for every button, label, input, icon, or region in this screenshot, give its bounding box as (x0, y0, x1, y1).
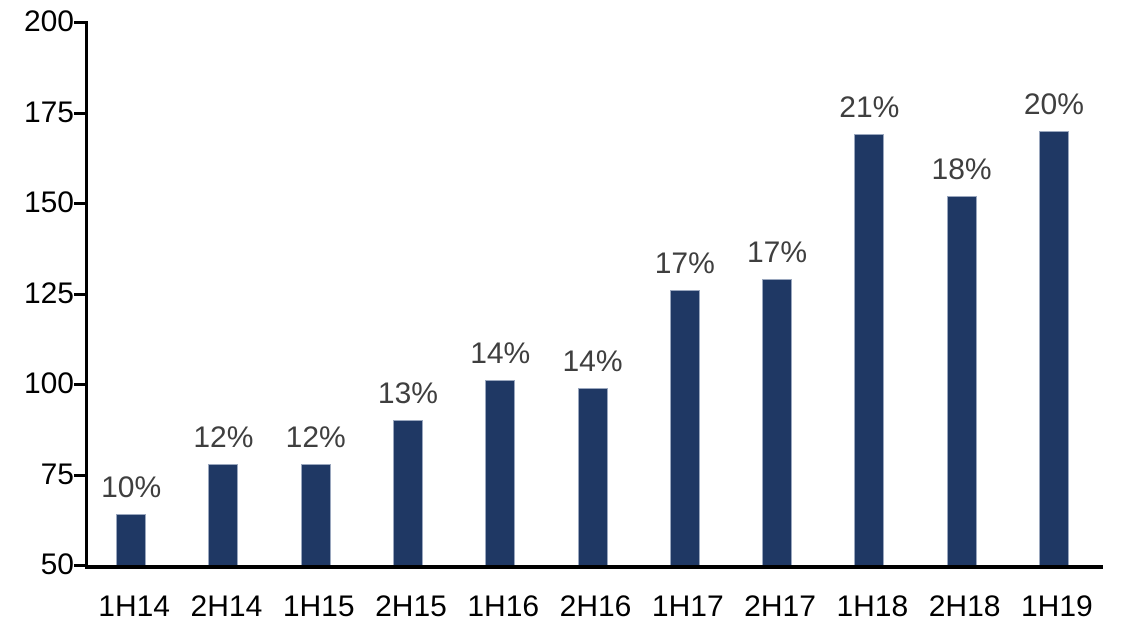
bar-2H14 (208, 463, 239, 565)
x-tick-label: 2H14 (190, 590, 263, 623)
bar-value-label: 20% (1023, 87, 1084, 121)
y-tick-label: 100 (23, 367, 74, 400)
x-tick-label: 2H16 (559, 590, 632, 623)
bar-value-label: 18% (931, 152, 992, 186)
x-tick-label: 1H15 (282, 590, 355, 623)
y-tick-mark (74, 111, 88, 115)
y-tick-mark (74, 292, 88, 296)
bar-2H18 (946, 195, 977, 565)
bar-value-label: 12% (193, 420, 254, 454)
x-tick-label: 2H15 (375, 590, 447, 623)
bar-2H16 (577, 387, 608, 565)
y-tick-label: 50 (40, 548, 74, 581)
y-tick-label: 125 (23, 276, 74, 310)
bar-1H16 (485, 380, 516, 565)
plot-area: 10% 12% 12% 13% 14% 14% 17% 17% 21% 18% 20% (85, 22, 1103, 569)
x-tick-label: 1H19 (1021, 590, 1093, 623)
bar-value-label: 17% (654, 246, 715, 280)
x-tick-label: 2H18 (928, 590, 1001, 623)
x-tick-label: 1H17 (651, 590, 724, 623)
bar-2H17 (762, 279, 793, 565)
bar-value-label: 14% (562, 344, 623, 378)
y-tick-mark (74, 202, 88, 205)
y-tick-label: 200 (23, 5, 74, 38)
x-tick-label: 1H18 (836, 590, 909, 623)
y-tick-label: 75 (40, 457, 74, 491)
bar-value-label: 10% (101, 471, 162, 505)
bar-1H15 (300, 463, 331, 565)
bar-1H17 (669, 289, 700, 565)
y-tick-mark (74, 473, 88, 477)
bar-value-label: 14% (470, 337, 531, 371)
bar-value-label: 21% (839, 91, 900, 125)
y-tick-mark (74, 383, 88, 386)
x-tick-label: 1H16 (467, 590, 540, 623)
bar-value-label: 17% (747, 236, 808, 270)
y-tick-label: 175 (23, 95, 74, 129)
y-tick-mark (74, 21, 88, 24)
bar-1H18 (854, 134, 885, 565)
bar-2H15 (392, 420, 423, 565)
y-tick-label: 150 (23, 186, 74, 219)
bar-1H19 (1038, 130, 1069, 565)
bar-value-label: 12% (285, 420, 346, 454)
x-tick-label: 2H17 (744, 590, 816, 623)
x-tick-label: 1H14 (98, 590, 170, 623)
bar-1H14 (116, 514, 147, 565)
bar-value-label: 13% (377, 377, 438, 411)
y-tick-mark (74, 564, 88, 567)
